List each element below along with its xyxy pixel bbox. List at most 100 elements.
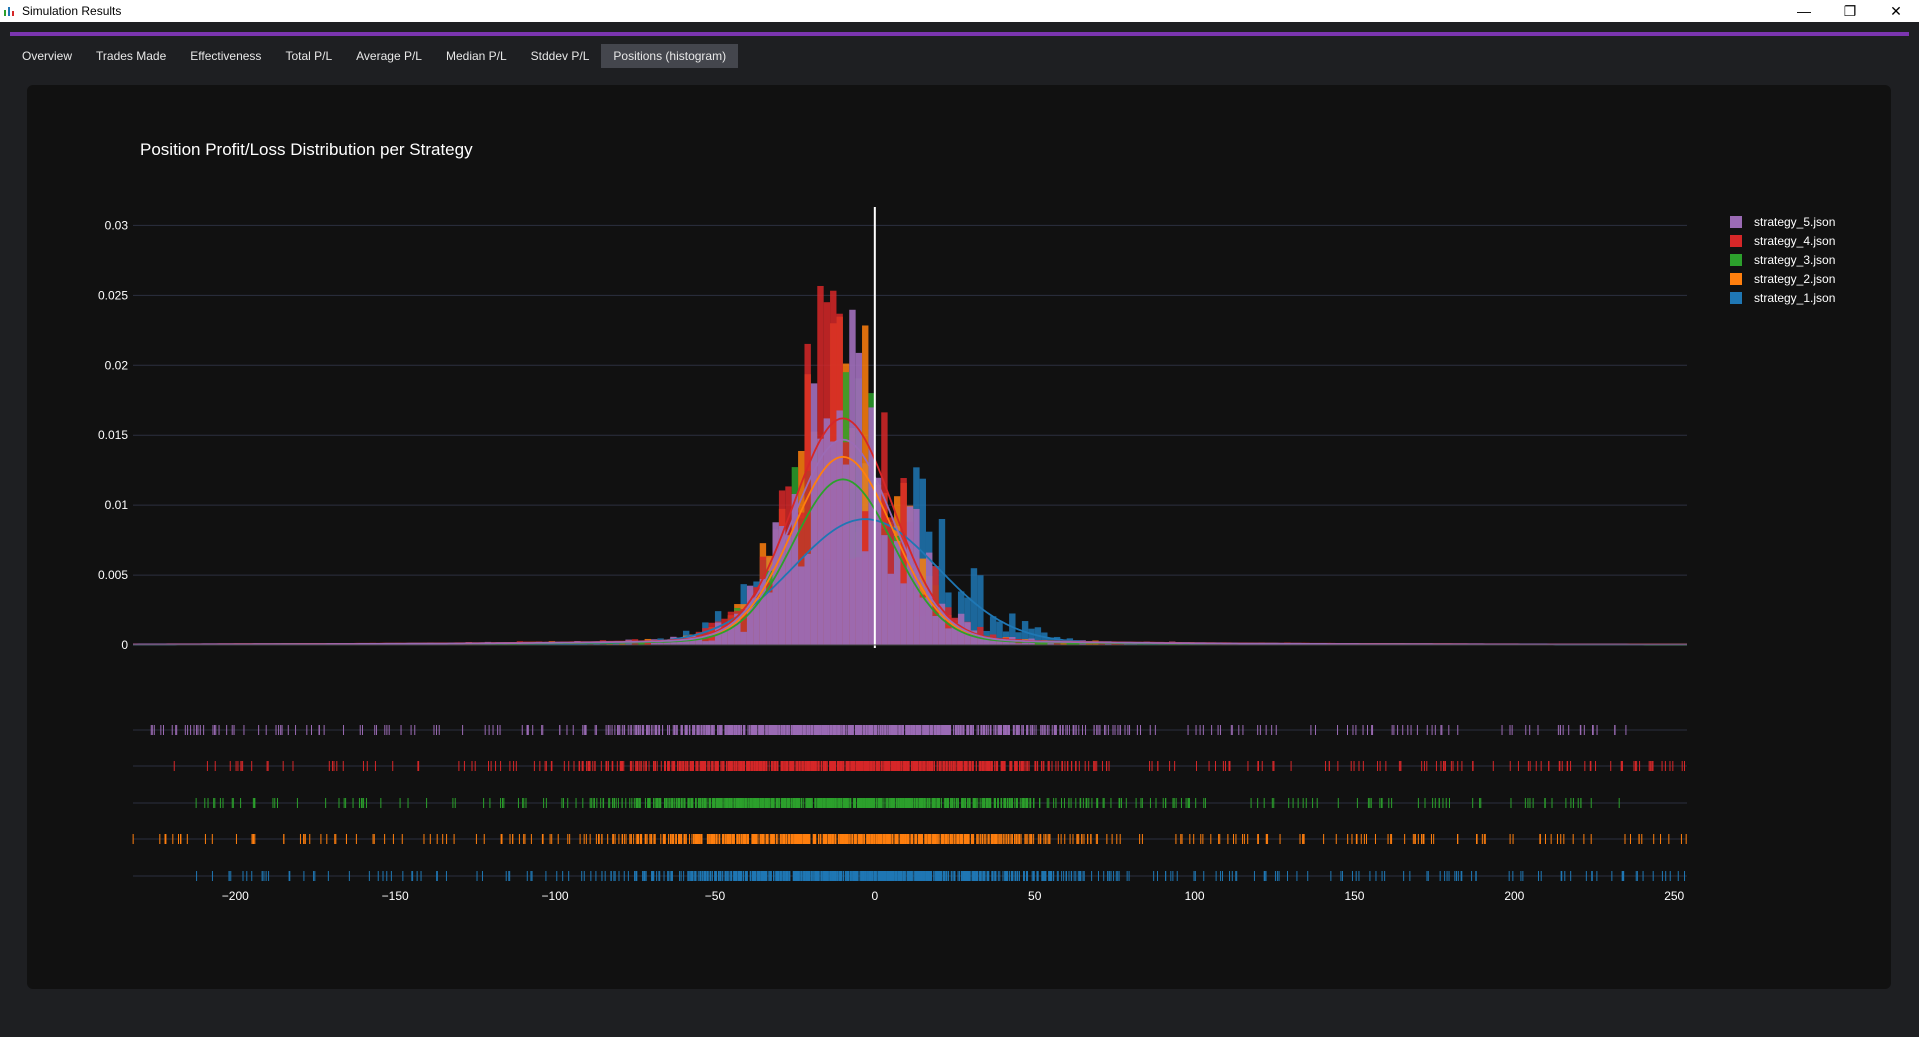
histogram-bar: [842, 464, 850, 645]
histogram-bar: [734, 613, 741, 645]
histogram-bar: [900, 583, 907, 645]
histogram-bar: [964, 597, 971, 645]
y-tick-label: 0.025: [98, 288, 128, 302]
histogram-bar: [900, 478, 907, 645]
histogram-bar: [983, 639, 990, 645]
histogram-bar: [919, 597, 926, 645]
y-tick-label: 0.005: [98, 568, 128, 582]
y-tick-label: 0.02: [105, 358, 129, 372]
histogram-bar: [791, 494, 799, 645]
tab-total-p-l[interactable]: Total P/L: [273, 44, 345, 68]
histogram-bar: [695, 636, 703, 645]
histogram-bar: [1111, 643, 1118, 645]
histogram-bar: [817, 438, 824, 645]
histogram-bar: [740, 609, 747, 645]
histogram-bar: [804, 343, 811, 645]
app-chart-icon: [4, 7, 14, 16]
histogram-bar: [1041, 632, 1048, 645]
histogram-bar: [932, 616, 939, 645]
histogram-bar: [746, 585, 754, 645]
tab-positions-histogram[interactable]: Positions (histogram): [601, 44, 739, 68]
histogram-bar: [702, 641, 709, 645]
histogram-bar: [1041, 642, 1048, 645]
histogram-bar: [970, 630, 978, 645]
histogram-bar: [1009, 613, 1016, 645]
histogram-series-strategy-5-json: [133, 309, 1687, 645]
rug-series-strategy-1-json: [196, 871, 1686, 881]
accent-bar: [10, 32, 1909, 36]
tab-effectiveness[interactable]: Effectiveness: [178, 44, 274, 68]
histogram-bar: [759, 579, 767, 645]
histogram-bar: [874, 477, 882, 645]
rug-series-strategy-2-json: [132, 834, 1687, 844]
histogram-bar: [1053, 641, 1061, 645]
histogram-bar: [753, 597, 760, 645]
histogram-bar: [772, 522, 779, 645]
histogram-bar: [766, 592, 773, 645]
histogram-bar: [1015, 632, 1022, 645]
histogram-bar: [1111, 642, 1118, 645]
histogram-bar: [619, 643, 626, 645]
histogram-bar: [862, 325, 869, 645]
histogram-bar: [785, 535, 792, 645]
histogram-bar: [830, 441, 837, 645]
histogram-bar: [1015, 643, 1022, 645]
rug-series-strategy-3-json: [195, 798, 1620, 808]
histogram-bar: [727, 622, 735, 645]
rug-series-strategy-5-json: [150, 725, 1627, 735]
tab-stddev-p-l[interactable]: Stddev P/L: [518, 44, 602, 68]
histogram-bar: [810, 383, 818, 645]
kde-curve: [133, 438, 1687, 646]
histogram-bar: [970, 568, 978, 645]
histogram-bar: [881, 535, 888, 645]
histogram-bar: [849, 309, 856, 645]
histogram-bar: [638, 642, 645, 645]
close-button[interactable]: ✕: [1890, 2, 1902, 19]
histogram-bar: [1073, 642, 1080, 645]
y-tick-label: 0.01: [105, 498, 129, 512]
histogram-bar: [721, 631, 728, 645]
histogram-bar: [836, 410, 843, 645]
histogram-bar: [823, 418, 831, 645]
tab-bar: Overview Trades Made Effectiveness Total P/…: [10, 44, 739, 68]
histogram-bar: [1066, 642, 1074, 645]
rug-series-strategy-4-json: [173, 761, 1685, 771]
histogram-bar: [977, 575, 984, 645]
y-tick-label: 0: [121, 638, 128, 652]
histogram-bar: [894, 541, 901, 645]
histogram-bar: [989, 640, 997, 645]
restore-button[interactable]: ❐: [1843, 2, 1857, 19]
y-tick-label: 0.03: [105, 218, 129, 232]
histogram-bar: [1021, 621, 1029, 645]
histogram-bar: [798, 566, 805, 645]
histogram-bar: [862, 551, 869, 645]
histogram-bar: [778, 526, 786, 645]
histogram-bar: [663, 640, 671, 645]
histogram-bar: [887, 573, 895, 645]
histogram-bar: [938, 518, 946, 645]
histogram-bar: [977, 637, 984, 645]
histogram-bar: [945, 628, 952, 645]
window-titlebar: Simulation Results — ❐ ✕: [0, 0, 1919, 22]
histogram-bar: [740, 631, 747, 645]
tab-median-p-l[interactable]: Median P/L: [433, 44, 519, 68]
tab-trades-made[interactable]: Trades Made: [84, 44, 179, 68]
histogram-bar: [996, 639, 1003, 645]
histogram-bar: [804, 553, 811, 645]
minimize-button[interactable]: —: [1797, 3, 1811, 19]
histogram-bar: [1060, 642, 1067, 645]
tab-overview[interactable]: Overview: [10, 44, 85, 68]
tab-average-p-l[interactable]: Average P/L: [344, 44, 434, 68]
y-tick-label: 0.015: [98, 428, 128, 442]
histogram-bar: [1034, 641, 1042, 645]
histogram-bar: [996, 621, 1003, 645]
histogram-bar: [989, 616, 997, 645]
histogram-bar: [855, 352, 863, 645]
histogram-bar: [945, 607, 952, 645]
histogram-bar: [1028, 628, 1035, 645]
histogram-bar: [868, 407, 875, 645]
histogram-bar: [951, 623, 958, 645]
window-title: Simulation Results: [22, 4, 122, 18]
histogram-bar: [657, 641, 664, 645]
